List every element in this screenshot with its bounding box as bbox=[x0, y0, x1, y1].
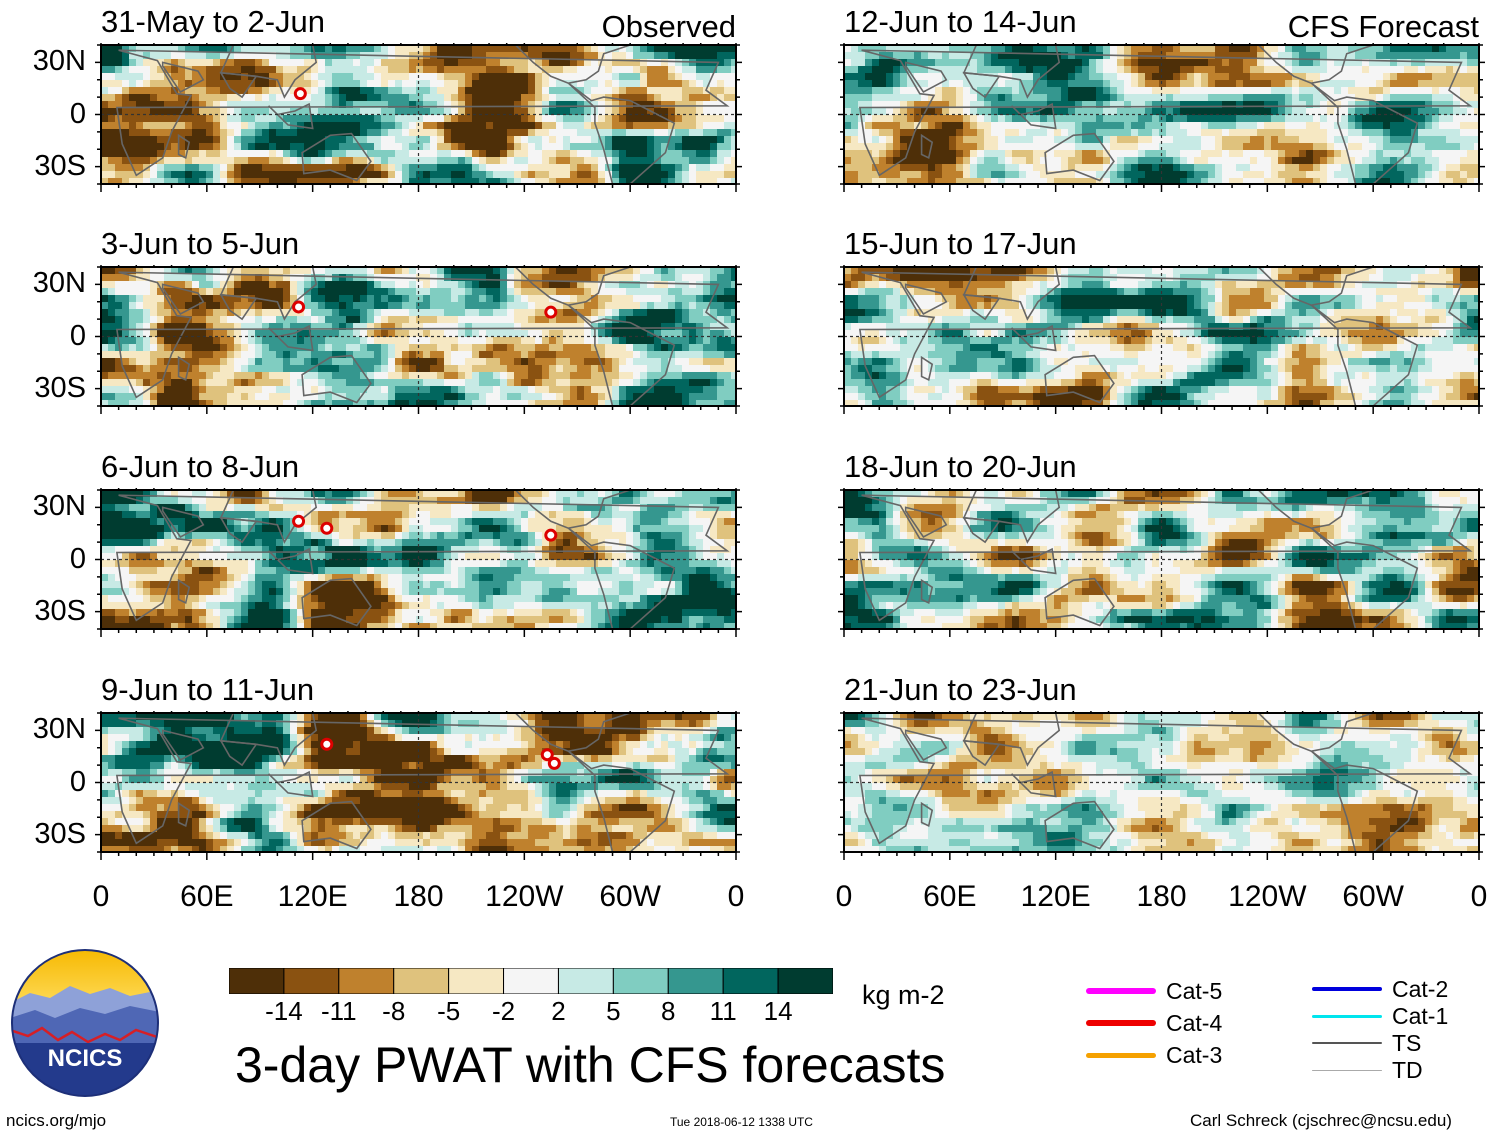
storm-track-marker bbox=[292, 300, 306, 314]
panel-source-label: Observed bbox=[601, 9, 736, 44]
colorbar-tick-label: -11 bbox=[320, 996, 357, 1026]
legend-label: TD bbox=[1392, 1057, 1423, 1083]
colorbar-tick-label: 8 bbox=[661, 996, 676, 1026]
pwat-anomaly-map bbox=[838, 711, 1485, 860]
storm-track-marker bbox=[292, 514, 306, 528]
colorbar-units: kg m-2 bbox=[862, 980, 945, 1010]
pwat-anomaly-map bbox=[838, 43, 1485, 192]
legend-line-swatch bbox=[1086, 1052, 1156, 1058]
lon-tick-label: 60E bbox=[180, 880, 234, 913]
pwat-anomaly-map bbox=[95, 265, 742, 414]
colorbar-tick-label: 5 bbox=[606, 996, 621, 1026]
panel-title: 21-Jun to 23-Jun bbox=[844, 672, 1077, 707]
legend-line-swatch bbox=[1312, 1069, 1382, 1071]
legend-line-swatch bbox=[1312, 987, 1382, 991]
colorbar-swatch bbox=[228, 967, 285, 995]
panel-title: 18-Jun to 20-Jun bbox=[844, 449, 1077, 484]
lon-tick-label: 120E bbox=[1020, 880, 1091, 913]
legend-line-swatch bbox=[1086, 1020, 1156, 1026]
colorbar-swatch bbox=[612, 967, 669, 995]
ncics-logo: NCICS bbox=[11, 949, 159, 1097]
pwat-anomaly-map bbox=[95, 43, 742, 192]
lat-tick-label: 30S bbox=[34, 371, 86, 404]
colorbar-swatch bbox=[667, 967, 724, 995]
colorbar-swatch bbox=[283, 967, 340, 995]
storm-track-marker bbox=[544, 528, 558, 542]
colorbar-swatch bbox=[722, 967, 779, 995]
colorbar-swatch bbox=[448, 967, 505, 995]
storm-track-marker bbox=[547, 756, 561, 770]
panel-source-label: CFS Forecast bbox=[1287, 9, 1479, 44]
storm-track-marker bbox=[293, 87, 307, 101]
lon-tick-label: 60W bbox=[1342, 880, 1404, 913]
storm-track-marker bbox=[540, 748, 554, 762]
lon-tick-label: 120E bbox=[277, 880, 348, 913]
storm-track-marker bbox=[320, 737, 334, 751]
colorbar bbox=[228, 967, 834, 995]
panel-title: 12-Jun to 14-Jun bbox=[844, 4, 1077, 39]
pwat-anomaly-map bbox=[838, 265, 1485, 414]
lat-tick-label: 30S bbox=[34, 149, 86, 182]
lat-tick-label: 0 bbox=[69, 542, 86, 575]
legend-label: Cat-3 bbox=[1166, 1042, 1223, 1068]
pwat-anomaly-map bbox=[95, 488, 742, 637]
lon-tick-label: 120W bbox=[485, 880, 564, 913]
footer-timestamp: Tue 2018-06-12 1338 UTC bbox=[670, 1115, 813, 1129]
lon-tick-label: 120W bbox=[1228, 880, 1307, 913]
lon-tick-label: 180 bbox=[1136, 880, 1187, 913]
lon-tick-label: 0 bbox=[727, 880, 745, 913]
lon-tick-label: 0 bbox=[1470, 880, 1488, 913]
colorbar-swatches bbox=[228, 967, 834, 995]
colorbar-tick-label: 2 bbox=[551, 996, 566, 1026]
panel-title: 15-Jun to 17-Jun bbox=[844, 226, 1077, 261]
lon-tick-label: 60W bbox=[599, 880, 661, 913]
panel-title: 3-Jun to 5-Jun bbox=[101, 226, 300, 261]
lon-tick-label: 0 bbox=[92, 880, 110, 913]
colorbar-swatch bbox=[503, 967, 559, 995]
lat-tick-label: 30N bbox=[32, 490, 86, 523]
storm-track-marker bbox=[320, 521, 334, 535]
pwat-anomaly-map bbox=[838, 488, 1485, 637]
legend-line-swatch bbox=[1312, 1014, 1382, 1018]
lon-tick-label: 180 bbox=[393, 880, 444, 913]
footer-url[interactable]: ncics.org/mjo bbox=[6, 1111, 107, 1130]
storm-track-marker bbox=[544, 305, 558, 319]
main-title: 3-day PWAT with CFS forecasts bbox=[235, 1037, 946, 1093]
colorbar-swatch bbox=[777, 967, 834, 995]
lat-tick-label: 30N bbox=[32, 713, 86, 746]
colorbar-swatch bbox=[338, 967, 395, 995]
lat-tick-label: 30S bbox=[34, 817, 86, 850]
lat-tick-label: 30N bbox=[32, 267, 86, 300]
lat-tick-label: 30N bbox=[32, 45, 86, 78]
colorbar-tick-label: -14 bbox=[265, 996, 303, 1026]
legend-label: TS bbox=[1392, 1030, 1422, 1056]
legend-line-swatch bbox=[1086, 988, 1156, 994]
legend-line-swatch bbox=[1312, 1042, 1382, 1044]
pwat-anomaly-map bbox=[95, 711, 742, 860]
panel-title: 6-Jun to 8-Jun bbox=[101, 449, 300, 484]
colorbar-swatch bbox=[557, 967, 614, 995]
panel-title: 9-Jun to 11-Jun bbox=[101, 672, 315, 707]
footer-author: Carl Schreck (cjschrec@ncsu.edu) bbox=[1190, 1111, 1452, 1130]
legend-label: Cat-2 bbox=[1392, 976, 1449, 1002]
colorbar-tick-label: -5 bbox=[437, 996, 461, 1026]
legend-label: Cat-1 bbox=[1392, 1003, 1449, 1029]
legend-label: Cat-5 bbox=[1166, 978, 1223, 1004]
legend-label: Cat-4 bbox=[1166, 1010, 1223, 1036]
lat-tick-label: 30S bbox=[34, 594, 86, 627]
colorbar-tick-label: 14 bbox=[763, 996, 793, 1026]
lon-tick-label: 60E bbox=[923, 880, 977, 913]
colorbar-swatch bbox=[393, 967, 450, 995]
lon-tick-label: 0 bbox=[835, 880, 853, 913]
logo-text: NCICS bbox=[48, 1045, 123, 1072]
lat-tick-label: 0 bbox=[69, 97, 86, 130]
colorbar-tick-label: -2 bbox=[491, 996, 516, 1026]
colorbar-tick-label: -8 bbox=[382, 996, 406, 1026]
lat-tick-label: 0 bbox=[69, 765, 86, 798]
lat-tick-label: 0 bbox=[69, 319, 86, 352]
colorbar-tick-label: 11 bbox=[709, 996, 737, 1026]
panel-title: 31-May to 2-Jun bbox=[101, 4, 325, 39]
